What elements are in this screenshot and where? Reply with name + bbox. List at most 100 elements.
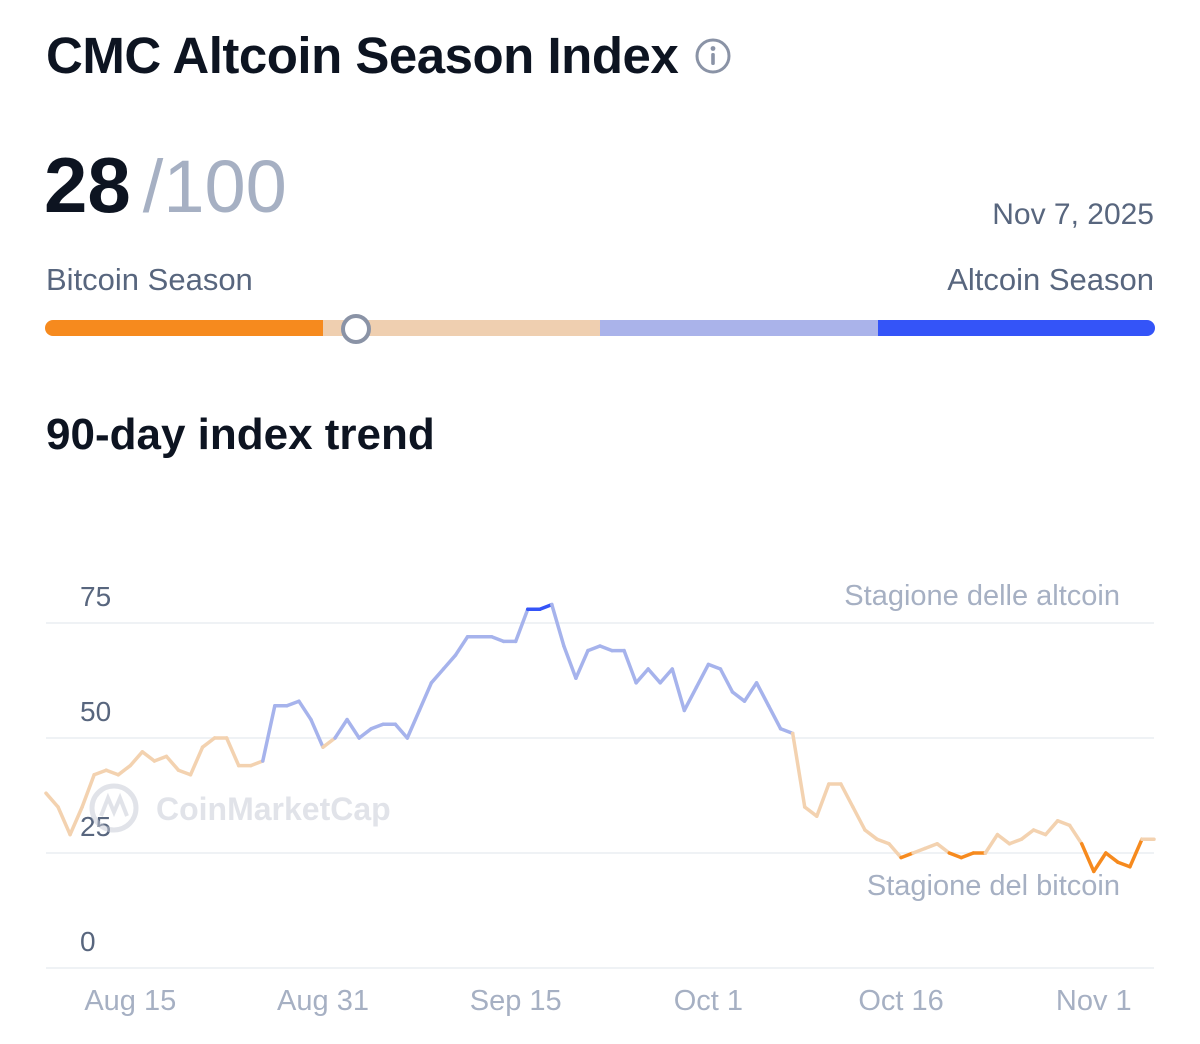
series-line-segment — [1007, 837, 1024, 846]
series-line-segment — [766, 704, 783, 731]
altcoin-threshold-label: Stagione delle altcoin — [844, 580, 1120, 612]
series-line-segment — [1079, 842, 1096, 874]
scale-segment-bitcoin-light — [322, 320, 600, 336]
series-line-segment — [815, 782, 831, 818]
season-scale-bar — [45, 320, 1155, 336]
series-line-segment — [513, 607, 530, 644]
series-line-segment — [56, 805, 72, 837]
series-line-segment — [586, 644, 602, 653]
x-tick-label: Oct 1 — [674, 985, 743, 1017]
series-line-segment — [923, 842, 939, 851]
series-line-segment — [562, 644, 578, 680]
chart-title: 90-day index trend — [46, 410, 435, 459]
y-tick-label-75: 75 — [80, 581, 111, 612]
series-line-segment — [1128, 837, 1144, 869]
series-line-segment — [297, 699, 313, 722]
series-line-segment — [574, 648, 590, 680]
series-line-segment — [778, 727, 795, 736]
series-line-segment — [622, 648, 638, 685]
x-tick-label: Sep 15 — [470, 985, 562, 1017]
y-tick-label-0: 0 — [80, 926, 96, 957]
series-line-segment — [393, 722, 410, 740]
info-circle-icon[interactable] — [694, 37, 732, 75]
series-line-segment — [1055, 819, 1072, 828]
series-line-segment — [417, 681, 434, 713]
series-line-segment — [682, 685, 699, 713]
series-line-segment — [1031, 828, 1048, 837]
series-line-segment — [598, 644, 614, 653]
series-line-segment — [983, 832, 1000, 855]
series-line-segment — [863, 828, 879, 841]
series-line-segment — [176, 768, 193, 777]
series-line-segment — [261, 704, 277, 763]
page-title: CMC Altcoin Season Index — [46, 27, 679, 84]
series-line-segment — [839, 782, 855, 809]
series-line-segment — [1067, 823, 1084, 846]
index-score: 28 /100 — [44, 140, 287, 231]
series-line-segment — [694, 662, 711, 690]
series-line-segment — [634, 667, 650, 685]
coinmarketcap-logo-mark — [99, 792, 129, 818]
scale-segment-altcoin-light — [600, 320, 878, 336]
series-line-segment — [345, 717, 361, 740]
watermark-text: CoinMarketCap — [156, 791, 391, 827]
series-line-segment — [92, 768, 108, 777]
series-line-segment — [730, 690, 747, 703]
series-line-segment — [164, 754, 181, 772]
x-tick-label: Aug 31 — [277, 985, 369, 1017]
x-tick-label: Nov 1 — [1056, 985, 1132, 1017]
series-line-segment — [333, 717, 349, 740]
scale-indicator-knob — [340, 314, 371, 344]
series-line-segment — [152, 754, 169, 763]
x-tick-label: Oct 16 — [858, 985, 943, 1017]
series-line-segment — [44, 791, 60, 809]
series-line-segment — [224, 736, 241, 768]
y-tick-label-50: 50 — [80, 696, 111, 727]
altcoin-season-label: Altcoin Season — [947, 262, 1154, 297]
series-line-segment — [995, 832, 1012, 846]
series-line-segment — [851, 805, 867, 832]
series-line-segment — [935, 842, 952, 855]
series-line-segment — [104, 768, 121, 777]
title-row: CMC Altcoin Season Index — [46, 26, 732, 85]
series-line-segment — [718, 667, 735, 694]
series-line-segment — [188, 745, 205, 777]
series-line-segment — [646, 667, 662, 685]
series-line-segment — [1104, 851, 1120, 864]
series-line-segment — [802, 805, 819, 818]
coinmarketcap-watermark: CoinMarketCap — [89, 783, 391, 833]
series-line-segment — [887, 842, 903, 860]
series-line-segment — [1043, 819, 1060, 837]
series-line-segment — [754, 681, 771, 708]
series-line-segment — [405, 708, 422, 740]
series-line-segment — [285, 699, 301, 708]
series-line-segment — [140, 750, 157, 763]
series-line-segment — [453, 635, 470, 657]
scale-segment-bitcoin — [45, 320, 323, 336]
series-line-segment — [742, 681, 759, 703]
series-line-segment — [875, 837, 891, 846]
series-line-segment — [80, 773, 96, 809]
series-line-segment — [670, 667, 687, 713]
series-line-segment — [1116, 860, 1132, 869]
series-line-segment — [441, 653, 458, 671]
bitcoin-season-label: Bitcoin Season — [46, 262, 253, 297]
series-line-segment — [1092, 851, 1108, 874]
series-line-segment — [369, 722, 385, 731]
coinmarketcap-logo-icon — [89, 783, 139, 833]
series-line-segment — [116, 763, 133, 777]
series-line-segment — [489, 635, 506, 644]
series-line-segment — [309, 717, 325, 749]
series-line-segment — [429, 667, 446, 685]
index-value: 28 — [44, 141, 131, 229]
series-line-segment — [1019, 828, 1036, 841]
scale-segment-altcoin — [877, 320, 1155, 336]
series-line-segment — [706, 662, 723, 671]
series-line-segment — [200, 736, 217, 749]
series-line-segment — [959, 851, 976, 860]
series-line-segment — [790, 731, 807, 809]
series-line-segment — [947, 851, 964, 860]
series-line-segment — [248, 759, 265, 768]
x-tick-label: Aug 15 — [84, 985, 176, 1017]
